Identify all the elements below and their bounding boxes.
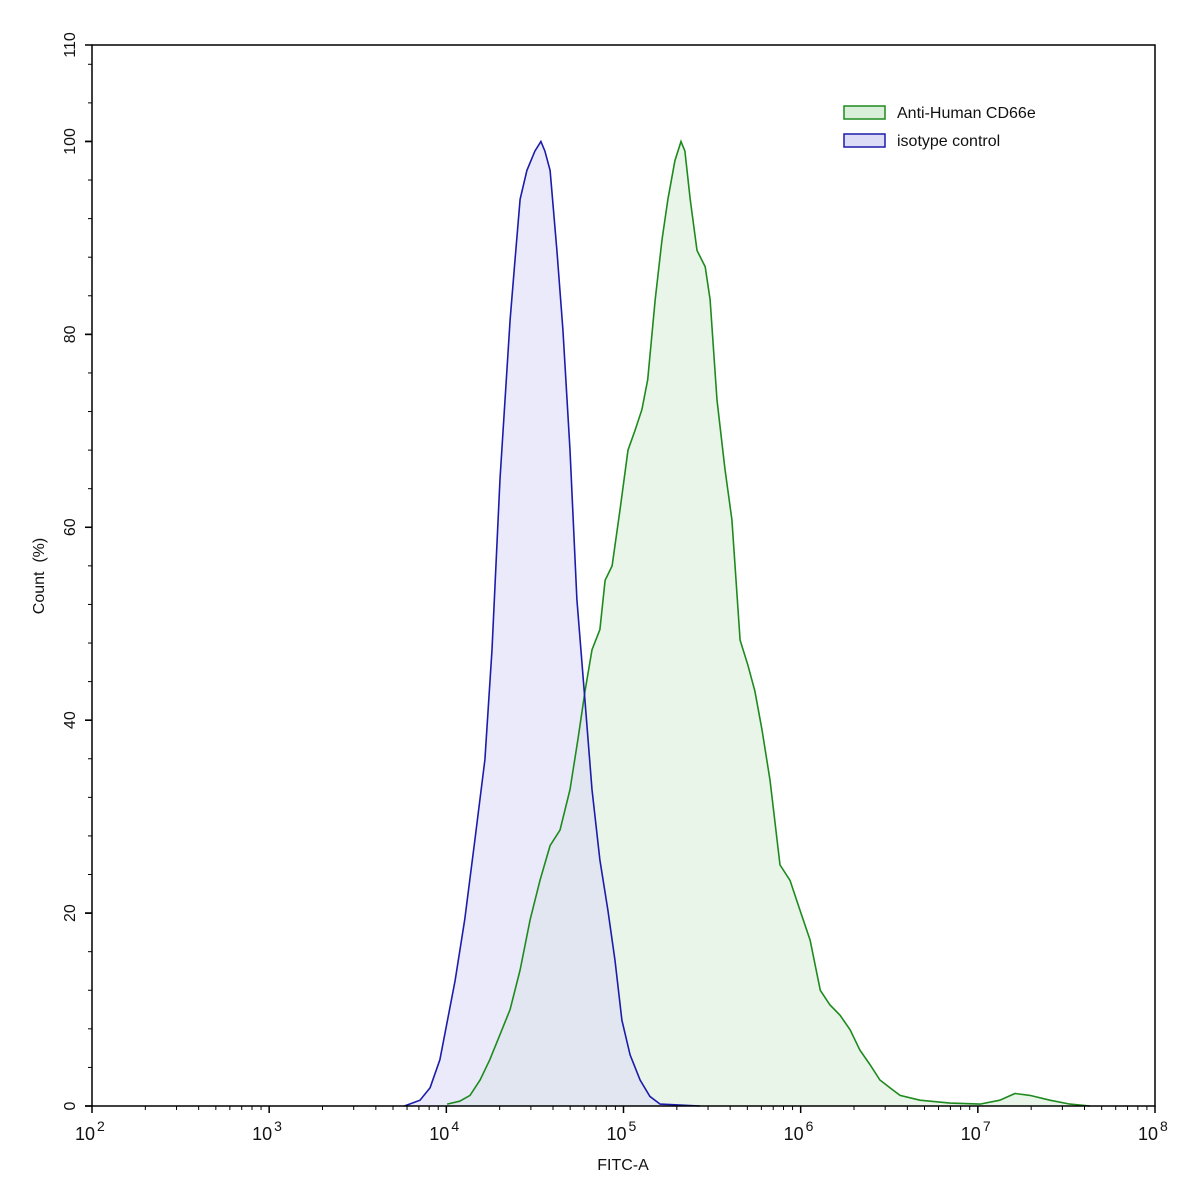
y-tick-label: 0 xyxy=(62,1101,79,1110)
x-tick-label-exponent: 2 xyxy=(97,1118,105,1134)
y-tick-label: 40 xyxy=(62,711,79,729)
x-tick-label: 10 xyxy=(75,1124,95,1144)
x-tick-label-exponent: 5 xyxy=(629,1118,637,1134)
y-tick-label: 60 xyxy=(62,518,79,536)
x-tick-label: 10 xyxy=(606,1124,626,1144)
y-tick-label: 100 xyxy=(62,128,79,155)
legend-label: Anti-Human CD66e xyxy=(897,105,1036,122)
series-area-1 xyxy=(404,141,700,1106)
legend: Anti-Human CD66e isotype control xyxy=(843,105,1036,150)
x-tick-label: 10 xyxy=(784,1124,804,1144)
legend-label: isotype control xyxy=(897,133,1000,150)
series-layer xyxy=(404,139,1091,1107)
x-tick-label: 10 xyxy=(1138,1124,1158,1144)
y-axis-label: Count (%) xyxy=(31,538,48,614)
legend-swatch xyxy=(843,105,886,120)
series-line-0 xyxy=(446,139,1091,1107)
x-tick-label-exponent: 6 xyxy=(806,1118,814,1134)
x-tick-label: 10 xyxy=(252,1124,272,1144)
x-tick-label-exponent: 4 xyxy=(451,1118,459,1134)
x-tick-label: 10 xyxy=(429,1124,449,1144)
series-area-0 xyxy=(447,141,1091,1106)
series-line-1 xyxy=(404,139,700,1107)
legend-swatch xyxy=(843,133,886,148)
x-tick-label-exponent: 3 xyxy=(274,1118,282,1134)
y-tick-label: 20 xyxy=(62,904,79,922)
x-tick-label-exponent: 8 xyxy=(1160,1118,1168,1134)
x-tick-label: 10 xyxy=(961,1124,981,1144)
y-tick-label: 80 xyxy=(62,325,79,343)
x-tick-label-exponent: 7 xyxy=(983,1118,991,1134)
x-axis-label: FITC-A xyxy=(597,1157,649,1174)
y-tick-label: 110 xyxy=(62,32,79,58)
